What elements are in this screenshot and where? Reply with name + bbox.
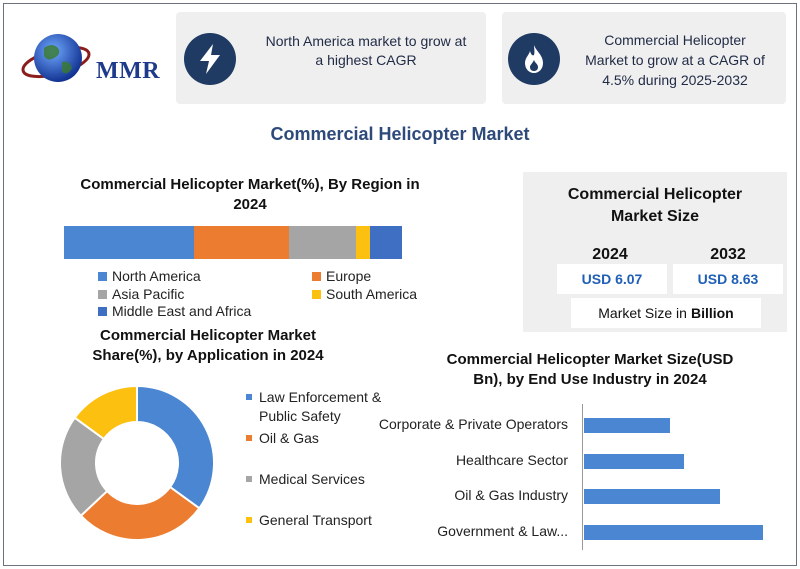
legend-swatch <box>98 306 107 316</box>
year-2024: 2024 <box>592 246 628 263</box>
bar-1 <box>584 418 670 433</box>
info-box-north-america: North America market to grow at a highes… <box>176 12 486 104</box>
lightning-badge <box>184 33 236 85</box>
page-title: Commercial Helicopter Market <box>270 124 530 144</box>
donut-slice-law-enforcement-public-safety <box>136 384 215 510</box>
bar-label-3: Oil & Gas Industry <box>454 487 568 503</box>
legend-item-asia-pacific: Asia Pacific <box>98 286 184 302</box>
flame-icon <box>525 45 543 73</box>
region-segment-north-america <box>64 226 195 259</box>
region-segment-asia-pacific <box>288 226 357 259</box>
legend-swatch <box>246 394 252 400</box>
bar-4 <box>584 524 763 540</box>
bar-label-1: Corporate & Private Operators <box>378 416 568 432</box>
donut-slice-general-transport <box>73 384 138 441</box>
legend-item-middle-east-africa: Middle East and Africa <box>98 303 251 319</box>
legend-swatch <box>246 476 252 482</box>
end-use-chart-title: Commercial Helicopter Market Size(USD Bn… <box>446 351 734 388</box>
value-2032: USD 8.63 <box>673 264 783 294</box>
market-size-note: Market Size in Billion <box>571 298 761 328</box>
legend-item-europe: Europe <box>312 268 371 284</box>
market-size-title: Commercial Helicopter Market Size <box>567 186 743 225</box>
bar-2 <box>584 453 684 469</box>
application-chart-title: Commercial Helicopter Market Share(%), b… <box>92 327 324 364</box>
globe-icon <box>21 34 91 82</box>
value-2024: USD 6.07 <box>557 264 667 294</box>
legend-swatch <box>98 271 107 281</box>
info-text-cagr: Commercial Helicopter Market to grow at … <box>585 32 765 88</box>
donut-slice-oil-gas <box>79 485 201 541</box>
legend-swatch <box>312 271 321 281</box>
region-segment-europe <box>194 226 289 259</box>
legend-swatch <box>312 289 321 299</box>
logo-text: MMR <box>96 58 161 84</box>
bar-label-2: Healthcare Sector <box>455 451 568 468</box>
legend-swatch <box>246 517 252 523</box>
mmr-logo: MMR <box>18 28 168 92</box>
donut-chart <box>59 384 215 541</box>
legend-swatch <box>98 289 107 299</box>
info-text-north-america: North America market to grow at a highes… <box>265 33 467 68</box>
application-donut <box>58 384 216 542</box>
flame-badge <box>508 33 560 85</box>
region-segment-middle-east-and-africa <box>369 226 402 259</box>
region-chart-title: Commercial Helicopter Market(%), By Regi… <box>80 176 420 213</box>
market-size-panel: Commercial Helicopter Market Size 2024 2… <box>523 172 787 332</box>
legend-swatch <box>246 435 252 441</box>
end-use-bar-chart: Corporate & Private Operators Healthcare … <box>370 400 790 550</box>
legend-item-south-america: South America <box>312 286 417 302</box>
y-axis-line <box>582 404 583 550</box>
lightning-icon <box>200 44 220 74</box>
legend-item-north-america: North America <box>98 268 201 284</box>
region-stacked-bar <box>64 226 402 259</box>
region-segment-south-america <box>356 226 370 259</box>
year-2032: 2032 <box>710 246 746 263</box>
info-box-cagr: Commercial Helicopter Market to grow at … <box>502 12 786 104</box>
bar-label-4: Government & Law... <box>437 522 568 539</box>
bar-3 <box>584 489 720 504</box>
